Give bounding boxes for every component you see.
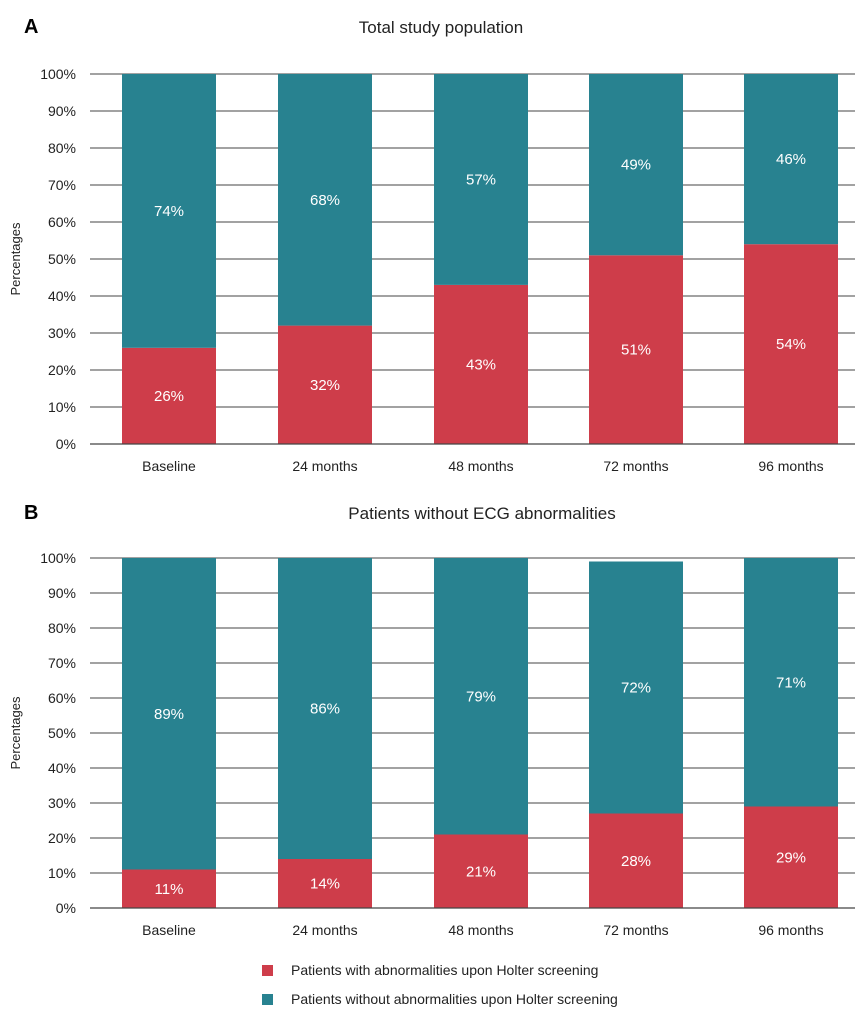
bar-value-label: 14%: [310, 876, 340, 893]
y-tick-label: 0%: [56, 436, 76, 452]
x-tick-label: 96 months: [758, 458, 823, 474]
bar-value-label: 89%: [154, 706, 184, 723]
bar-segment-without: [434, 558, 528, 835]
bar-value-label: 43%: [466, 356, 496, 373]
x-tick-label: 72 months: [603, 458, 668, 474]
x-tick-label: 72 months: [603, 922, 668, 938]
bar-segment-with: [122, 869, 216, 908]
bar-segment-without: [744, 74, 838, 245]
x-tick-label: 96 months: [758, 922, 823, 938]
bar-value-label: 57%: [466, 171, 496, 188]
y-tick-label: 10%: [48, 399, 76, 415]
bar-value-label: 74%: [154, 203, 184, 220]
legend-swatch-with: [262, 965, 273, 976]
y-tick-label: 30%: [48, 325, 76, 341]
bar-segment-with: [434, 834, 528, 908]
x-tick-label: 48 months: [448, 922, 513, 938]
bar-value-label: 49%: [621, 157, 651, 174]
legend-label-with: Patients with abnormalities upon Holter …: [291, 962, 598, 978]
panel-a-plot: 0% 10% 20% 30% 40% 50% 60% 70% 80% 90% 100% 26% 74% B…: [40, 66, 855, 474]
y-tick-label: 30%: [48, 795, 76, 811]
bar-value-label: 28%: [621, 853, 651, 870]
bar-value-label: 51%: [621, 342, 651, 359]
bar-segment-without: [434, 74, 528, 285]
panel-a-title: Total study population: [359, 18, 523, 37]
panel-a-ylabel: Percentages: [8, 222, 23, 295]
bar-value-label: 32%: [310, 377, 340, 394]
x-tick-label: Baseline: [142, 922, 196, 938]
y-tick-label: 50%: [48, 251, 76, 267]
y-tick-label: 10%: [48, 865, 76, 881]
bar-segment-with: [278, 325, 372, 444]
y-tick-label: 60%: [48, 214, 76, 230]
bar-segment-without: [744, 558, 838, 807]
bar-value-label: 29%: [776, 849, 806, 866]
legend-label-without: Patients without abnormalities upon Holt…: [291, 991, 618, 1007]
bar-segment-with: [744, 806, 838, 908]
y-tick-label: 20%: [48, 362, 76, 378]
legend: Patients with abnormalities upon Holter …: [262, 962, 618, 1007]
bar-segment-with: [434, 284, 528, 444]
y-tick-label: 20%: [48, 830, 76, 846]
y-tick-label: 70%: [48, 177, 76, 193]
bar-segment-without: [278, 558, 372, 859]
bar-value-label: 46%: [776, 151, 806, 168]
panel-b-letter: B: [24, 502, 38, 524]
bar-segment-with: [278, 859, 372, 908]
y-tick-label: 100%: [40, 66, 76, 82]
bar-segment-without: [278, 74, 372, 326]
x-tick-label: 24 months: [292, 458, 357, 474]
panel-b-title: Patients without ECG abnormalities: [348, 504, 615, 523]
x-tick-label: 24 months: [292, 922, 357, 938]
bar-segment-with: [589, 255, 683, 444]
panel-a-letter: A: [24, 16, 38, 38]
y-tick-label: 40%: [48, 760, 76, 776]
y-tick-label: 70%: [48, 655, 76, 671]
legend-swatch-without: [262, 994, 273, 1005]
x-tick-label: 48 months: [448, 458, 513, 474]
bar-value-label: 86%: [310, 701, 340, 718]
x-tick-label: Baseline: [142, 458, 196, 474]
y-tick-label: 80%: [48, 140, 76, 156]
bar-value-label: 68%: [310, 192, 340, 209]
panel-b-ylabel: Percentages: [8, 696, 23, 769]
bar-value-label: 71%: [776, 674, 806, 691]
y-tick-label: 50%: [48, 725, 76, 741]
y-tick-label: 90%: [48, 585, 76, 601]
bar-segment-without: [122, 558, 216, 870]
y-tick-label: 90%: [48, 103, 76, 119]
bar-segment-without: [589, 561, 683, 814]
y-tick-label: 60%: [48, 690, 76, 706]
bar-value-label: 21%: [466, 863, 496, 880]
y-tick-label: 100%: [40, 550, 76, 566]
bar-segment-with: [122, 347, 216, 444]
panel-b-plot: 0% 10% 20% 30% 40% 50% 60% 70% 80% 90% 100% 11% 89% B…: [40, 550, 855, 938]
y-tick-label: 80%: [48, 620, 76, 636]
bar-value-label: 54%: [776, 336, 806, 353]
bar-segment-without: [122, 74, 216, 348]
bar-segment-with: [589, 813, 683, 908]
bar-segment-with: [744, 244, 838, 444]
bar-segment-without: [589, 74, 683, 256]
bar-value-label: 72%: [621, 680, 651, 697]
bar-value-label: 79%: [466, 688, 496, 705]
bar-value-label: 26%: [154, 388, 184, 405]
bar-value-label: 11%: [155, 881, 184, 898]
y-tick-label: 0%: [56, 900, 76, 916]
y-tick-label: 40%: [48, 288, 76, 304]
